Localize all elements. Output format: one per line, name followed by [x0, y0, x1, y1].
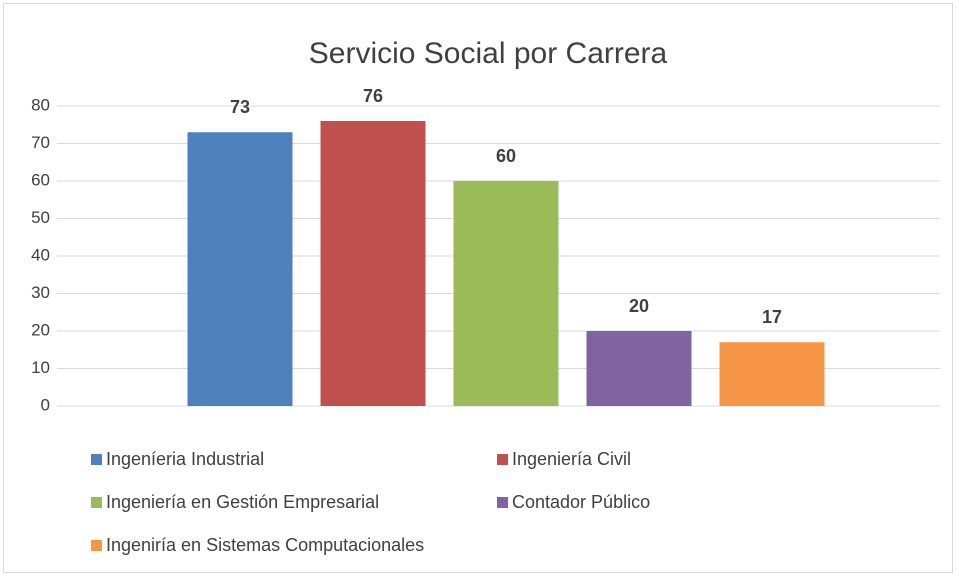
data-label: 20	[629, 296, 649, 316]
legend-label: Ingeniería Civil	[512, 449, 631, 469]
bar	[320, 121, 426, 406]
y-tick-label: 70	[31, 133, 50, 152]
legend-label: Ingeniería en Gestión Empresarial	[106, 492, 379, 512]
legend-swatch	[497, 497, 508, 508]
y-tick-label: 10	[31, 358, 50, 377]
y-tick-label: 50	[31, 208, 50, 227]
bar	[719, 342, 825, 406]
data-label: 73	[230, 97, 250, 117]
legend-swatch	[91, 497, 102, 508]
bar	[453, 181, 559, 406]
bar	[187, 132, 293, 406]
data-label: 60	[496, 146, 516, 166]
bar	[586, 331, 692, 406]
y-tick-label: 0	[41, 395, 50, 414]
legend-swatch	[91, 454, 102, 465]
data-label: 76	[363, 86, 383, 106]
legend-swatch	[91, 540, 102, 551]
legend-label: Ingeniría en Sistemas Computacionales	[106, 535, 424, 555]
data-label: 17	[762, 307, 782, 327]
y-tick-label: 40	[31, 245, 50, 264]
y-tick-label: 60	[31, 170, 50, 189]
y-tick-label: 80	[31, 95, 50, 114]
legend-swatch	[497, 454, 508, 465]
legend-label: Contador Público	[512, 492, 650, 512]
chart-title: Servicio Social por Carrera	[309, 37, 668, 70]
y-tick-label: 20	[31, 320, 50, 339]
legend-label: Ingeníeria Industrial	[106, 449, 264, 469]
y-tick-label: 30	[31, 283, 50, 302]
